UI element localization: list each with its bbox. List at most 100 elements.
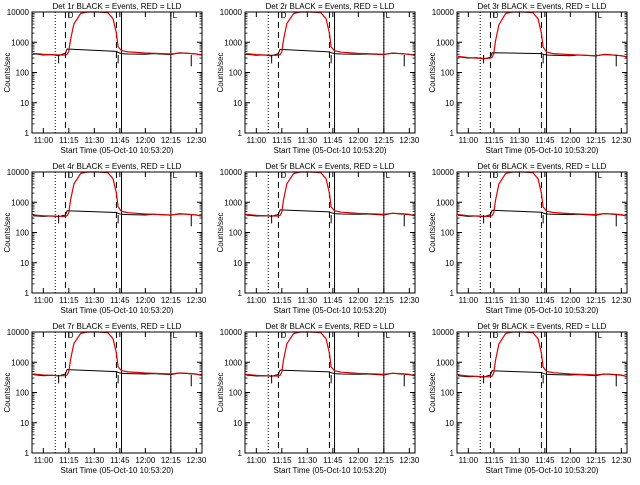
y-tick-label: 100 — [441, 69, 455, 78]
x-tick-label: 12:15 — [374, 296, 395, 305]
marker-l: L — [386, 11, 391, 20]
x-tick-label: 12:15 — [586, 296, 607, 305]
y-axis-label: Counts/sec — [428, 52, 437, 92]
y-tick-label: 100 — [229, 229, 243, 238]
x-tick-label: 11:45 — [110, 296, 130, 305]
x-tick-label: 12:30 — [186, 456, 207, 465]
y-tick-label: 10000 — [432, 8, 455, 17]
x-tick-label: 12:15 — [161, 296, 182, 305]
x-tick-label: 11:00 — [34, 456, 54, 465]
marker-l: L — [173, 11, 178, 20]
plot-frame — [456, 331, 628, 454]
plot-frame — [244, 171, 416, 294]
y-tick-label: 10 — [20, 259, 29, 268]
chart-panel-7: Det 7r BLACK = Events, RED = LLD 1 10 100 10… — [3, 322, 207, 475]
x-axis-label: Start Time (05-Oct-10 10:53:20) — [61, 306, 174, 315]
x-tick-label: 12:15 — [161, 456, 182, 465]
x-tick-label: 11:30 — [298, 136, 318, 145]
series-line-lld — [458, 11, 627, 60]
x-tick-label: 12:30 — [611, 296, 632, 305]
chart-title: Det 6r BLACK = Events, RED = LLD — [478, 162, 607, 171]
y-tick-label: 10 — [233, 419, 242, 428]
y-axis-label: Counts/sec — [3, 212, 12, 252]
x-tick-label: 12:15 — [586, 456, 607, 465]
y-tick-label: 10000 — [7, 168, 30, 177]
x-tick-label: 11:45 — [535, 136, 555, 145]
series-line-lld — [246, 331, 415, 377]
y-tick-label: 100 — [16, 69, 30, 78]
marker-d: D — [493, 11, 499, 20]
y-tick-label: 10000 — [220, 168, 243, 177]
y-tick-label: 1 — [238, 449, 243, 458]
chart-title: Det 5r BLACK = Events, RED = LLD — [266, 162, 395, 171]
series-line-lld — [458, 171, 627, 217]
x-tick-label: 11:45 — [110, 136, 130, 145]
y-tick-label: 1 — [25, 289, 30, 298]
x-tick-label: 11:45 — [323, 456, 343, 465]
plot-frame — [31, 11, 203, 134]
plot-frame — [456, 11, 628, 134]
chart-title: Det 3r BLACK = Events, RED = LLD — [478, 2, 607, 11]
y-tick-label: 10000 — [432, 328, 455, 337]
chart-title: Det 7r BLACK = Events, RED = LLD — [53, 322, 182, 331]
marker-d: D — [281, 331, 287, 340]
x-tick-label: 11:00 — [459, 456, 479, 465]
x-tick-label: 11:00 — [459, 296, 479, 305]
y-tick-label: 1000 — [224, 38, 242, 47]
series-line-lld — [246, 171, 415, 217]
x-tick-label: 11:00 — [459, 136, 479, 145]
marker-d: D — [493, 171, 499, 180]
chart-title: Det 9r BLACK = Events, RED = LLD — [478, 322, 607, 331]
chart-title: Det 1r BLACK = Events, RED = LLD — [53, 2, 182, 11]
plot-frame — [31, 331, 203, 454]
x-tick-label: 11:45 — [535, 456, 555, 465]
x-tick-label: 11:30 — [85, 136, 105, 145]
x-tick-label: 12:00 — [560, 136, 581, 145]
x-tick-label: 12:30 — [399, 296, 420, 305]
y-tick-label: 10 — [445, 259, 454, 268]
x-tick-label: 11:15 — [59, 456, 79, 465]
x-tick-label: 11:00 — [34, 136, 54, 145]
y-tick-label: 10 — [445, 419, 454, 428]
x-tick-label: 11:15 — [484, 296, 504, 305]
x-tick-label: 12:15 — [161, 136, 182, 145]
x-tick-label: 12:00 — [560, 296, 581, 305]
x-tick-label: 11:30 — [85, 456, 105, 465]
y-tick-label: 100 — [229, 69, 243, 78]
x-axis-label: Start Time (05-Oct-10 10:53:20) — [274, 466, 387, 475]
y-tick-label: 1 — [238, 289, 243, 298]
x-tick-label: 11:45 — [323, 136, 343, 145]
x-tick-label: 12:30 — [399, 136, 420, 145]
x-axis-label: Start Time (05-Oct-10 10:53:20) — [486, 306, 599, 315]
marker-d: D — [68, 171, 74, 180]
x-tick-label: 11:30 — [85, 296, 105, 305]
y-axis-label: Counts/sec — [428, 212, 437, 252]
y-tick-label: 1 — [450, 289, 455, 298]
x-tick-label: 11:00 — [247, 296, 267, 305]
series-line-lld — [33, 331, 202, 377]
x-tick-label: 12:00 — [135, 296, 156, 305]
y-tick-label: 1000 — [11, 358, 29, 367]
chart-title: Det 8r BLACK = Events, RED = LLD — [266, 322, 395, 331]
y-tick-label: 1000 — [436, 38, 454, 47]
marker-l: L — [173, 171, 178, 180]
chart-panel-9: Det 9r BLACK = Events, RED = LLD 1 10 100 10… — [428, 322, 632, 475]
x-tick-label: 12:15 — [374, 456, 395, 465]
y-tick-label: 1000 — [11, 38, 29, 47]
x-tick-label: 12:30 — [186, 136, 207, 145]
y-tick-label: 10 — [20, 99, 29, 108]
x-tick-label: 11:00 — [247, 136, 267, 145]
y-axis-label: Counts/sec — [428, 372, 437, 412]
x-axis-label: Start Time (05-Oct-10 10:53:20) — [61, 466, 174, 475]
x-tick-label: 11:15 — [59, 296, 79, 305]
x-tick-label: 12:00 — [348, 296, 369, 305]
plot-frame — [456, 171, 628, 294]
marker-l: L — [598, 171, 603, 180]
marker-d: D — [493, 331, 499, 340]
x-tick-label: 11:30 — [298, 296, 318, 305]
y-tick-label: 100 — [16, 389, 30, 398]
chart-panel-5: Det 5r BLACK = Events, RED = LLD 1 10 100 10… — [216, 162, 420, 315]
y-tick-label: 1000 — [224, 198, 242, 207]
